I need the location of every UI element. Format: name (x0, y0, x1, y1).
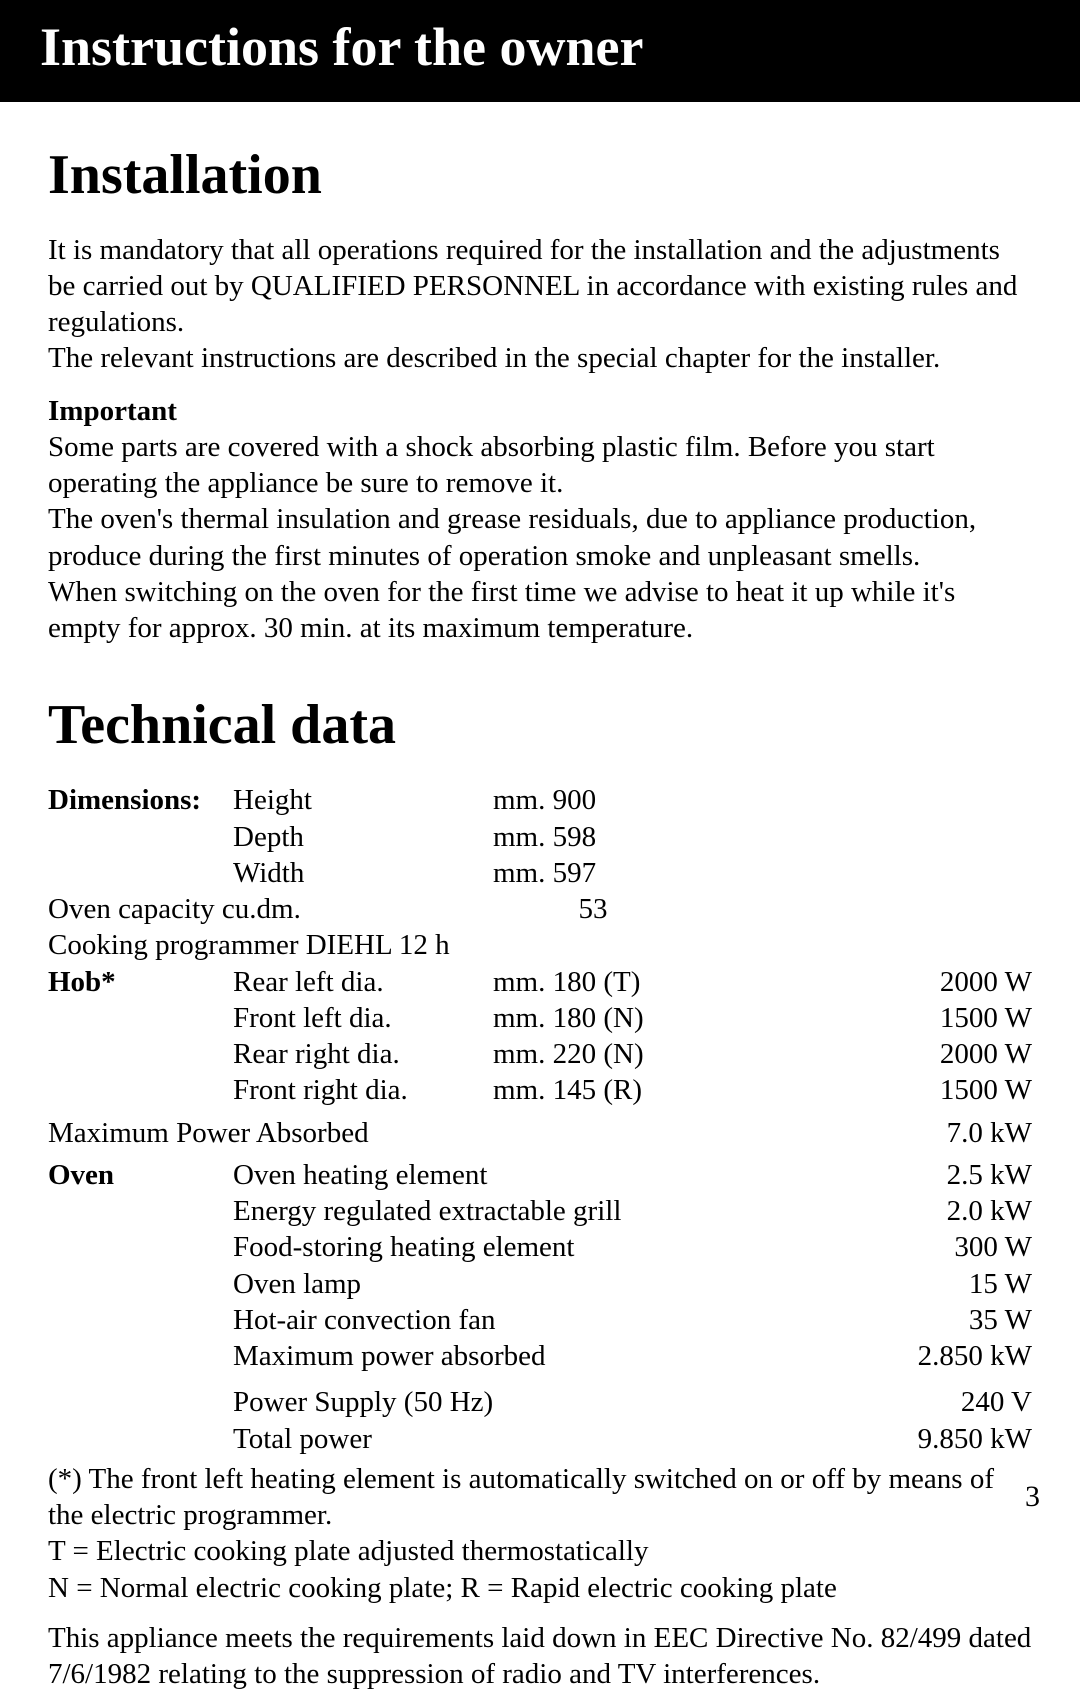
hob-name: Rear left dia. (233, 964, 493, 1000)
compliance-statement: This appliance meets the requirements la… (48, 1620, 1032, 1692)
installation-para-1: It is mandatory that all operations requ… (48, 232, 1032, 341)
dimensions-label-empty (48, 819, 233, 855)
footnote-3: N = Normal electric cooking plate; R = R… (48, 1570, 1032, 1606)
hob-row: Front right dia. mm. 145 (R) 1500 W (48, 1072, 1032, 1108)
oven-item-value: 240 V (961, 1384, 1032, 1420)
hob-power: 1500 W (940, 1072, 1032, 1108)
footnote-2: T = Electric cooking plate adjusted ther… (48, 1533, 1032, 1569)
footnote-1: (*) The front left heating element is au… (48, 1461, 1032, 1534)
oven-row: Oven Oven heating element 2.5 kW (48, 1157, 1032, 1193)
dimension-value: mm. 597 (493, 855, 693, 891)
hob-dim: mm. 220 (N) (493, 1036, 773, 1072)
hob-name: Rear right dia. (233, 1036, 493, 1072)
oven-row: Hot-air convection fan 35 W (48, 1302, 1032, 1338)
dimensions-label-empty (48, 855, 233, 891)
oven-item-name: Oven lamp (233, 1266, 969, 1302)
dimension-name: Depth (233, 819, 493, 855)
oven-capacity-label: Oven capacity cu.dm. (48, 891, 493, 927)
installation-para-2: The relevant instructions are described … (48, 340, 1032, 376)
dimension-name: Width (233, 855, 493, 891)
oven-capacity-value: 53 (493, 891, 693, 927)
oven-capacity-row: Oven capacity cu.dm. 53 (48, 891, 1032, 927)
page-number: 3 (1025, 1478, 1040, 1516)
dimension-value: mm. 900 (493, 782, 693, 818)
oven-row: Total power 9.850 kW (48, 1421, 1032, 1457)
important-label: Important (48, 393, 1032, 429)
oven-item-name: Energy regulated extractable grill (233, 1193, 947, 1229)
cooking-programmer: Cooking programmer DIEHL 12 h (48, 927, 1032, 963)
hob-row: Hob* Rear left dia. mm. 180 (T) 2000 W (48, 964, 1032, 1000)
oven-row: Food-storing heating element 300 W (48, 1229, 1032, 1265)
oven-item-name: Oven heating element (233, 1157, 947, 1193)
oven-item-name: Maximum power absorbed (233, 1338, 918, 1374)
important-para-1: Some parts are covered with a shock abso… (48, 429, 1032, 502)
dimension-name: Height (233, 782, 493, 818)
techdata-heading: Technical data (48, 690, 1032, 760)
oven-label: Oven (48, 1157, 233, 1193)
oven-item-name: Hot-air convection fan (233, 1302, 969, 1338)
oven-item-value: 35 W (969, 1302, 1032, 1338)
important-para-2: The oven's thermal insulation and grease… (48, 501, 1032, 574)
oven-item-value: 15 W (969, 1266, 1032, 1302)
oven-item-name: Total power (233, 1421, 918, 1457)
dimensions-row: Dimensions: Height mm. 900 (48, 782, 1032, 818)
hob-name: Front right dia. (233, 1072, 493, 1108)
oven-row: Energy regulated extractable grill 2.0 k… (48, 1193, 1032, 1229)
hob-dim: mm. 180 (T) (493, 964, 773, 1000)
banner-title: Instructions for the owner (0, 0, 1080, 102)
max-power-row: Maximum Power Absorbed 7.0 kW (48, 1115, 1032, 1151)
hob-power: 1500 W (940, 1000, 1032, 1036)
hob-label: Hob* (48, 964, 233, 1000)
hob-row: Front left dia. mm. 180 (N) 1500 W (48, 1000, 1032, 1036)
max-power-value: 7.0 kW (947, 1115, 1032, 1151)
oven-row: Oven lamp 15 W (48, 1266, 1032, 1302)
dimensions-row: Width mm. 597 (48, 855, 1032, 891)
max-power-label: Maximum Power Absorbed (48, 1115, 369, 1151)
hob-power: 2000 W (940, 1036, 1032, 1072)
hob-name: Front left dia. (233, 1000, 493, 1036)
important-para-3: When switching on the oven for the first… (48, 574, 1032, 647)
hob-power: 2000 W (940, 964, 1032, 1000)
oven-item-value: 2.0 kW (947, 1193, 1032, 1229)
installation-heading: Installation (48, 140, 1032, 210)
oven-row: Power Supply (50 Hz) 240 V (48, 1384, 1032, 1420)
oven-item-name: Power Supply (50 Hz) (233, 1384, 961, 1420)
oven-item-value: 2.5 kW (947, 1157, 1032, 1193)
oven-item-value: 9.850 kW (918, 1421, 1032, 1457)
hob-row: Rear right dia. mm. 220 (N) 2000 W (48, 1036, 1032, 1072)
dimensions-row: Depth mm. 598 (48, 819, 1032, 855)
hob-dim: mm. 180 (N) (493, 1000, 773, 1036)
oven-item-value: 2.850 kW (918, 1338, 1032, 1374)
hob-dim: mm. 145 (R) (493, 1072, 773, 1108)
page-content: Installation It is mandatory that all op… (0, 102, 1080, 1692)
dimensions-label: Dimensions: (48, 782, 233, 818)
oven-item-value: 300 W (954, 1229, 1032, 1265)
dimension-value: mm. 598 (493, 819, 693, 855)
footnotes: (*) The front left heating element is au… (48, 1461, 1032, 1606)
oven-row: Maximum power absorbed 2.850 kW (48, 1338, 1032, 1374)
oven-item-name: Food-storing heating element (233, 1229, 954, 1265)
